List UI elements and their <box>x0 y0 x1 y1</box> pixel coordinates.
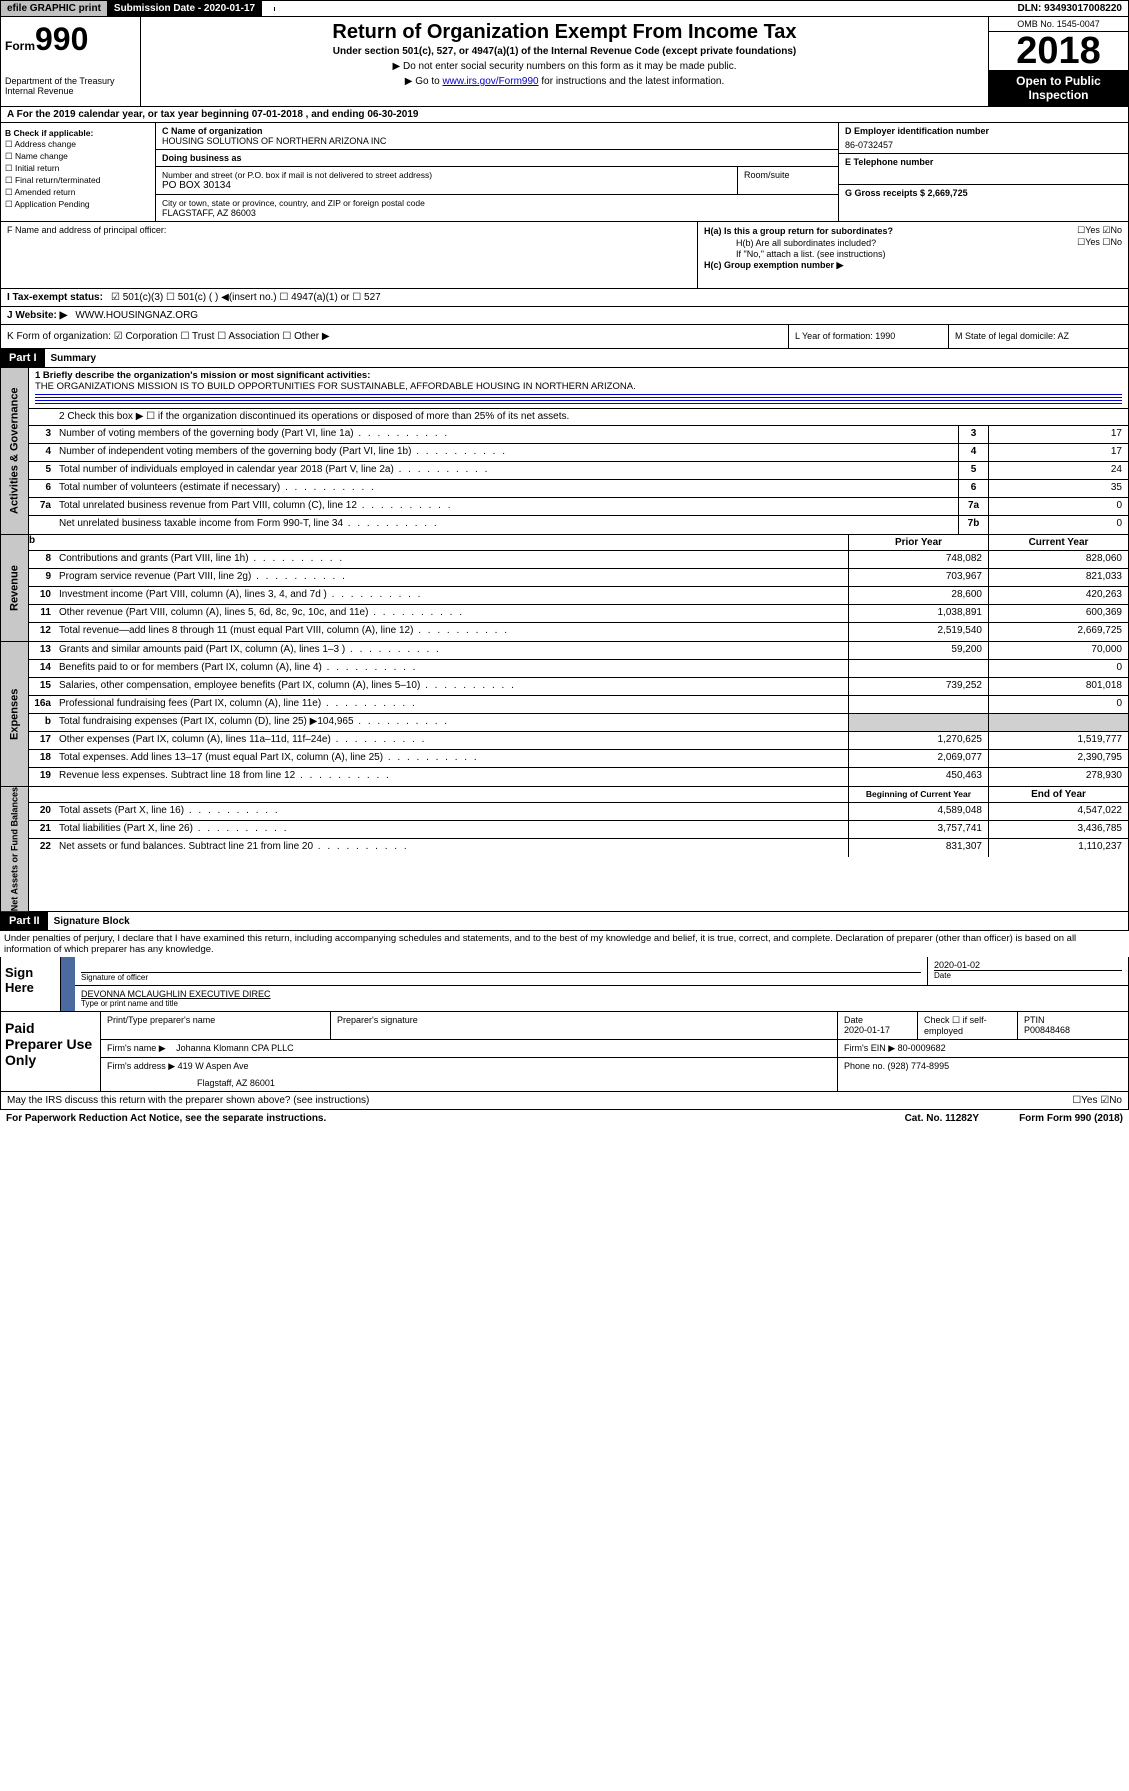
expenses-section: Expenses 13Grants and similar amounts pa… <box>0 642 1129 787</box>
discuss-answer: ☐Yes ☑No <box>1072 1095 1122 1106</box>
firm-name: Johanna Klomann CPA PLLC <box>176 1043 293 1053</box>
paid-preparer-label: Paid Preparer Use Only <box>1 1012 101 1091</box>
room-suite-label: Room/suite <box>738 167 838 194</box>
begin-year-header: Beginning of Current Year <box>848 787 988 802</box>
org-form-row: K Form of organization: ☑ Corporation ☐ … <box>0 325 1129 349</box>
prior-year-header: Prior Year <box>848 535 988 550</box>
firm-addr: 419 W Aspen Ave <box>178 1061 249 1071</box>
part2-bar: Part II Signature Block <box>0 912 1129 931</box>
form-subtitle: Under section 501(c), 527, or 4947(a)(1)… <box>145 46 984 57</box>
phone-label: E Telephone number <box>845 157 1122 167</box>
side-tab-governance: Activities & Governance <box>1 368 29 534</box>
tax-exempt-options: ☑ 501(c)(3) ☐ 501(c) ( ) ◀(insert no.) ☐… <box>111 292 381 303</box>
governance-section: Activities & Governance 1 Briefly descri… <box>0 368 1129 535</box>
firm-phone: Phone no. (928) 774-8995 <box>838 1058 1128 1091</box>
line-a: A For the 2019 calendar year, or tax yea… <box>0 107 1129 123</box>
org-name-label: C Name of organization <box>162 126 832 136</box>
side-tab-revenue: Revenue <box>1 535 29 641</box>
tax-year: 2018 <box>989 32 1128 70</box>
firm-name-label: Firm's name ▶ <box>107 1043 166 1053</box>
hb-label: H(b) Are all subordinates included? <box>704 238 1077 248</box>
revenue-section: Revenue b Prior Year Current Year 8Contr… <box>0 535 1129 642</box>
ptin-label: PTIN <box>1024 1015 1122 1025</box>
ha-label: H(a) Is this a group return for subordin… <box>704 226 1077 236</box>
ein-label: D Employer identification number <box>845 126 1122 136</box>
discuss-row: May the IRS discuss this return with the… <box>0 1092 1129 1110</box>
current-year-header: Current Year <box>988 535 1128 550</box>
hb-answer: ☐Yes ☐No <box>1077 237 1122 248</box>
city-value: FLAGSTAFF, AZ 86003 <box>162 208 832 218</box>
sig-date-label: Date <box>934 970 1122 980</box>
ssn-notice: ▶ Do not enter social security numbers o… <box>145 61 984 72</box>
dba-label: Doing business as <box>162 153 832 163</box>
paid-preparer-block: Paid Preparer Use Only Print/Type prepar… <box>0 1012 1129 1092</box>
end-year-header: End of Year <box>988 787 1128 802</box>
form-title: Return of Organization Exempt From Incom… <box>145 21 984 44</box>
tax-exempt-row: I Tax-exempt status: ☑ 501(c)(3) ☐ 501(c… <box>0 289 1129 307</box>
officer-block: F Name and address of principal officer:… <box>0 222 1129 289</box>
addr-label: Number and street (or P.O. box if mail i… <box>162 170 731 180</box>
dln: DLN: 93493017008220 <box>1011 1 1128 16</box>
addr-value: PO BOX 30134 <box>162 180 731 191</box>
line1-label: 1 Briefly describe the organization's mi… <box>35 370 1122 381</box>
website-row: J Website: ▶ WWW.HOUSINGNAZ.ORG <box>0 307 1129 325</box>
officer-name: DEVONNA MCLAUGHLIN EXECUTIVE DIREC <box>81 989 1122 999</box>
form-of-org: K Form of organization: ☑ Corporation ☐ … <box>1 325 788 348</box>
discuss-text: May the IRS discuss this return with the… <box>7 1095 369 1106</box>
efile-print-button[interactable]: efile GRAPHIC print <box>1 1 108 16</box>
sign-here-label: Sign Here <box>1 957 61 1011</box>
principal-officer-label: F Name and address of principal officer: <box>7 225 166 235</box>
hb-note: If "No," attach a list. (see instruction… <box>704 249 885 259</box>
irs-link[interactable]: www.irs.gov/Form990 <box>442 76 538 87</box>
org-name: HOUSING SOLUTIONS OF NORTHERN ARIZONA IN… <box>162 136 832 146</box>
form-number: Form990 <box>5 21 136 58</box>
part1-bar: Part I Summary <box>0 349 1129 368</box>
goto-line: ▶ Go to www.irs.gov/Form990 for instruct… <box>145 76 984 87</box>
sign-bluebar <box>61 957 75 1011</box>
dept-treasury: Department of the Treasury Internal Reve… <box>5 76 136 96</box>
firm-ein: Firm's EIN ▶ 80-0009682 <box>838 1040 1128 1057</box>
self-employed-check: Check ☐ if self-employed <box>918 1012 1018 1039</box>
line2: 2 Check this box ▶ ☐ if the organization… <box>55 409 1128 425</box>
prep-date-header: Date <box>844 1015 911 1025</box>
net-assets-section: Net Assets or Fund Balances Beginning of… <box>0 787 1129 912</box>
open-public-badge: Open to Public Inspection <box>989 70 1128 106</box>
perjury-text: Under penalties of perjury, I declare th… <box>0 931 1129 957</box>
submission-date: Submission Date - 2020-01-17 <box>108 1 262 16</box>
sign-block: Sign Here Signature of officer 2020-01-0… <box>0 957 1129 1012</box>
prep-date: 2020-01-17 <box>844 1025 911 1035</box>
footer-form: Form Form 990 (2018) <box>1019 1113 1123 1124</box>
ein-value: 86-0732457 <box>845 140 1122 150</box>
city-label: City or town, state or province, country… <box>162 198 832 208</box>
year-formation: L Year of formation: 1990 <box>788 325 948 348</box>
sig-date: 2020-01-02 <box>934 960 1122 970</box>
gross-receipts: G Gross receipts $ 2,669,725 <box>845 188 968 198</box>
website-value: WWW.HOUSINGNAZ.ORG <box>75 310 198 321</box>
prep-name-header: Print/Type preparer's name <box>101 1012 331 1039</box>
date-blank <box>262 7 275 11</box>
footer-cat: Cat. No. 11282Y <box>905 1113 979 1124</box>
side-tab-net: Net Assets or Fund Balances <box>1 787 29 911</box>
officer-name-label: Type or print name and title <box>81 999 1122 1008</box>
state-domicile: M State of legal domicile: AZ <box>948 325 1128 348</box>
hc-label: H(c) Group exemption number ▶ <box>704 260 843 271</box>
mission-text: THE ORGANIZATIONS MISSION IS TO BUILD OP… <box>35 381 1122 392</box>
ptin-value: P00848468 <box>1024 1025 1122 1035</box>
firm-city: Flagstaff, AZ 86001 <box>197 1078 831 1088</box>
footer: For Paperwork Reduction Act Notice, see … <box>0 1110 1129 1127</box>
top-bar: efile GRAPHIC print Submission Date - 20… <box>0 0 1129 17</box>
prep-sig-header: Preparer's signature <box>331 1012 838 1039</box>
form-header: Form990 Department of the Treasury Inter… <box>0 17 1129 107</box>
firm-addr-label: Firm's address ▶ <box>107 1061 175 1071</box>
identity-block: B Check if applicable: ☐ Address change … <box>0 123 1129 222</box>
check-applicable: B Check if applicable: ☐ Address change … <box>1 123 156 221</box>
sig-officer-label: Signature of officer <box>81 972 921 982</box>
side-tab-expenses: Expenses <box>1 642 29 786</box>
footer-left: For Paperwork Reduction Act Notice, see … <box>6 1113 326 1124</box>
ha-answer: ☐Yes ☑No <box>1077 225 1122 236</box>
